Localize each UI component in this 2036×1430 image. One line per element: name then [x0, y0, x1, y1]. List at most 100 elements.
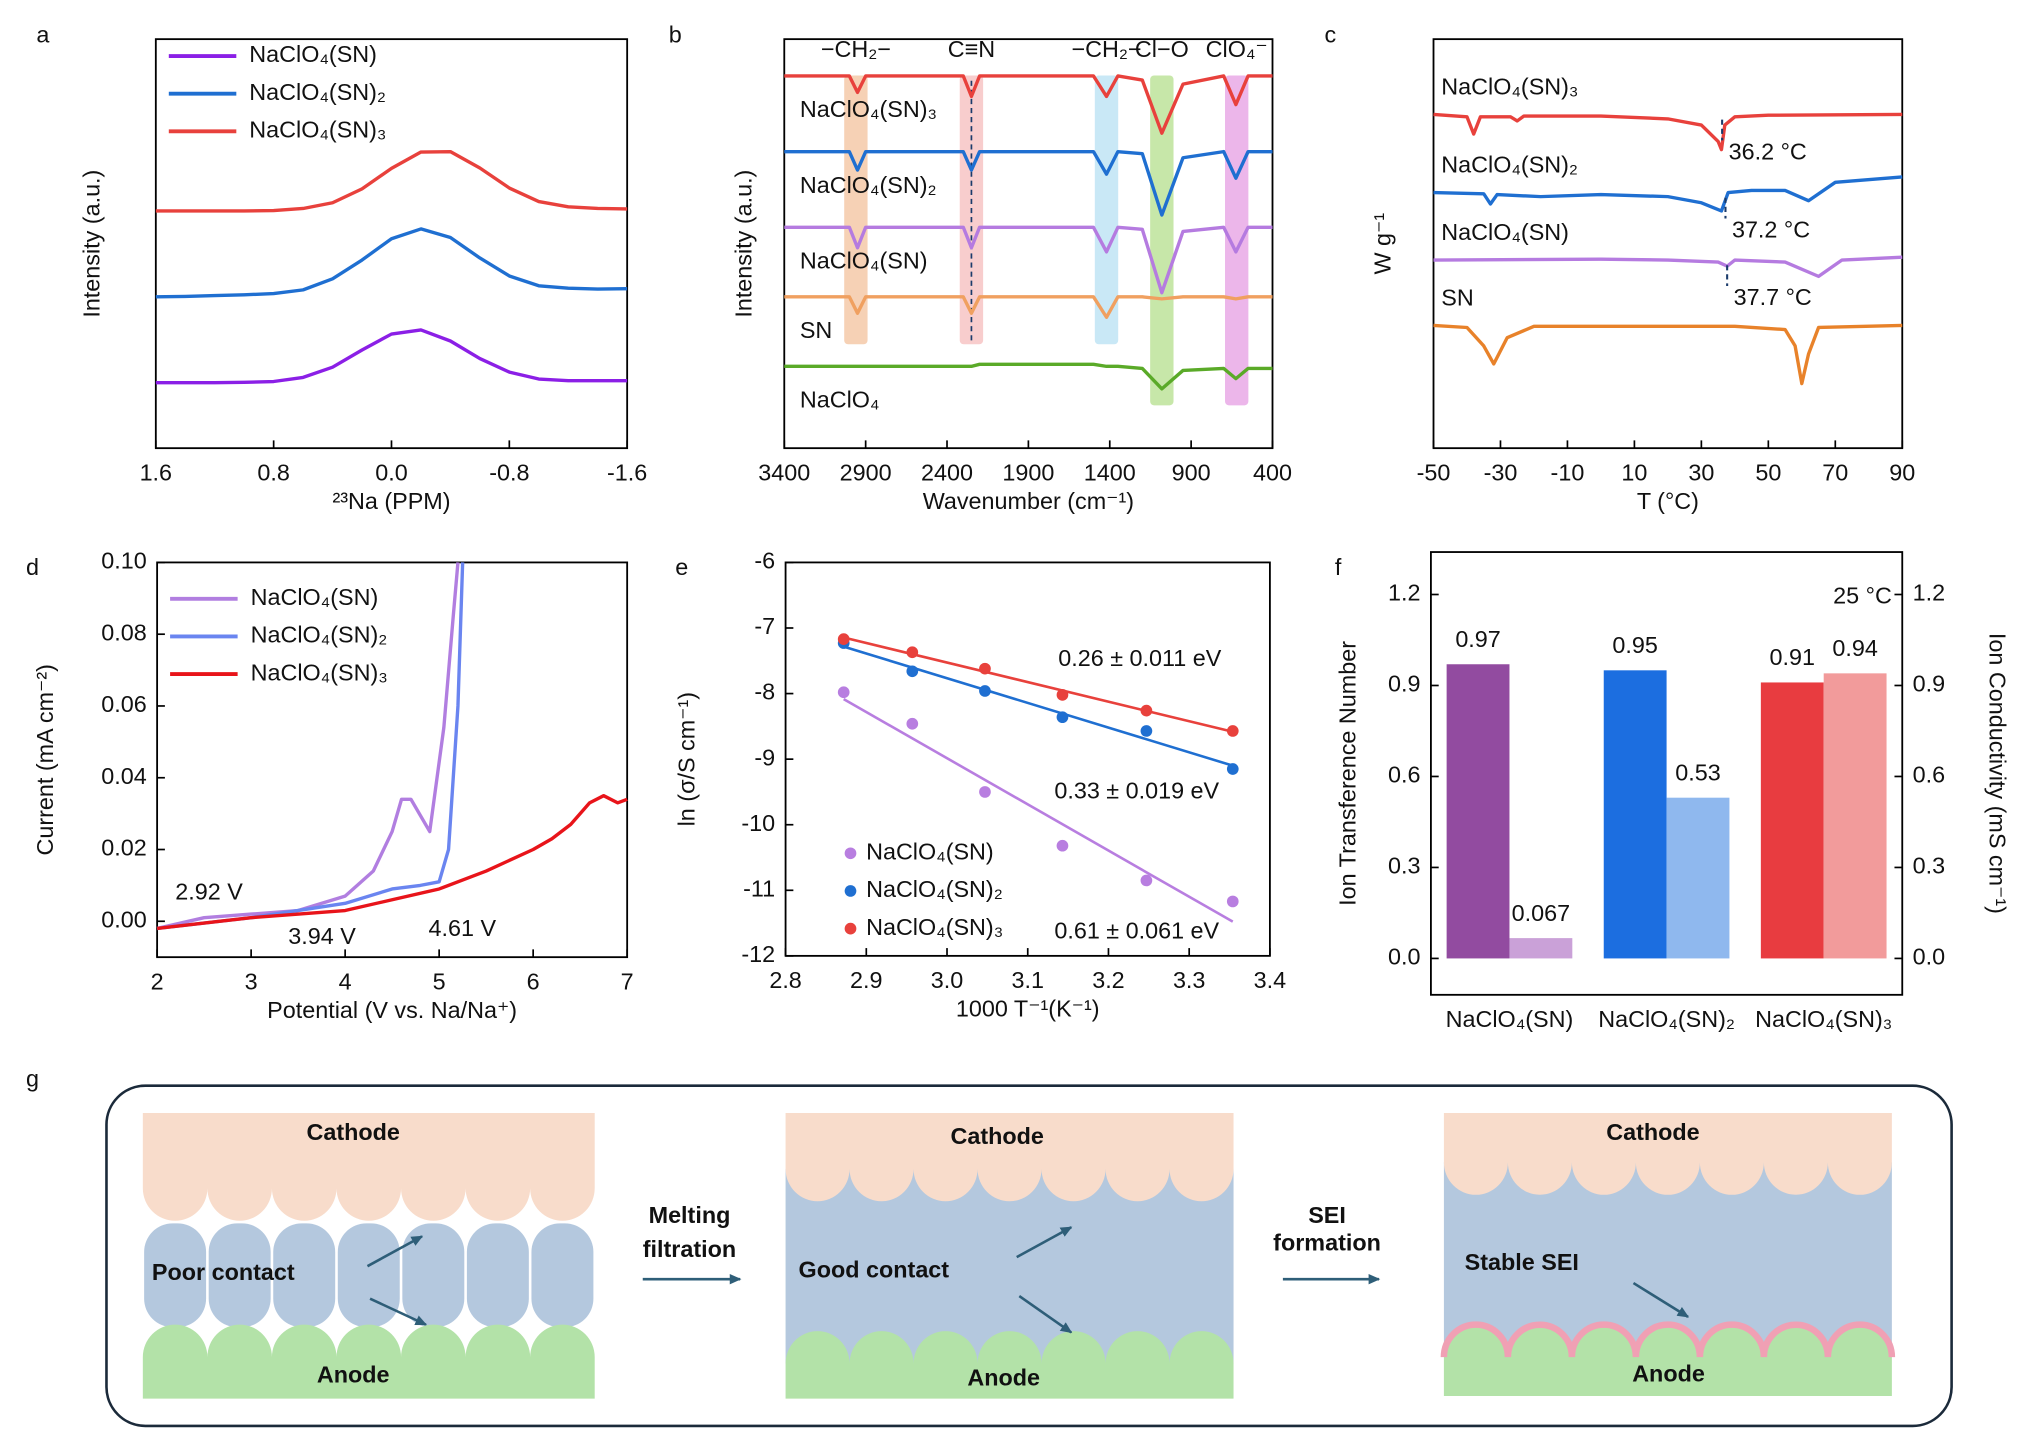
interface-label: Poor contact [152, 1259, 295, 1285]
x-tick-label: 900 [1172, 459, 1211, 485]
x-tick-label: 0.0 [375, 459, 407, 485]
step-label: filtration [643, 1236, 736, 1262]
ion-arrow [1018, 1295, 1073, 1334]
y-tick-label: -10 [741, 810, 775, 836]
fit-label: 0.61 ± 0.061 eV [1054, 918, 1219, 944]
cathode-label: Cathode [306, 1119, 399, 1145]
cathode-label: Cathode [950, 1123, 1043, 1149]
x-tick-label: 2900 [840, 459, 892, 485]
y-tick-label: 0.00 [101, 906, 146, 932]
y-tick-label: -7 [754, 613, 775, 639]
band-label: Cl−O [1135, 36, 1189, 62]
panel-label: g [26, 1066, 39, 1092]
band-label: ClO₄⁻ [1206, 36, 1268, 62]
electrolyte-particle [531, 1223, 594, 1328]
value-label: 0.97 [1455, 626, 1500, 652]
plot-frame [1432, 38, 1904, 450]
x-axis-label: Potential (V vs. Na/Na⁺) [267, 997, 517, 1023]
sei-layer [1440, 1321, 1896, 1358]
x-tick-label: 1.6 [140, 459, 172, 485]
series-line [155, 328, 628, 385]
y2-tick-label: 0.3 [1913, 853, 1945, 879]
fit-line [843, 697, 1234, 923]
x-tick-label: 4 [339, 968, 352, 994]
annotation: 37.7 °C [1734, 284, 1812, 310]
fit-label: 0.26 ± 0.011 eV [1058, 645, 1221, 671]
x-tick-label: 3400 [758, 459, 810, 485]
series-line [155, 227, 628, 299]
legend-label: NaClO₄(SN)₃ [251, 659, 388, 685]
cathode [142, 1112, 595, 1221]
x-tick-label: 2.9 [850, 967, 882, 993]
anode-label: Anode [967, 1364, 1040, 1390]
y-tick-label: -6 [754, 548, 775, 574]
series-label: SN [1441, 285, 1473, 311]
x-tick-label: 10 [1621, 459, 1647, 485]
y-axis-label: W g⁻¹ [1369, 213, 1395, 275]
y-axis-label: Intensity (a.u.) [730, 170, 756, 318]
point [1226, 763, 1239, 775]
legend-label: NaClO₄(SN)₂ [866, 876, 1003, 902]
anode [142, 1324, 595, 1399]
x-tick-label: -50 [1417, 459, 1451, 485]
annotation: 36.2 °C [1729, 139, 1807, 165]
panel-label: b [669, 22, 682, 48]
value-label: 0.067 [1512, 900, 1570, 926]
legend-label: NaClO₄(SN) [866, 838, 994, 864]
ion-arrow [1016, 1226, 1073, 1259]
y-tick-label: 0.06 [101, 691, 146, 717]
electrolyte-particle [337, 1223, 400, 1328]
point [979, 662, 991, 675]
y-tick-label: -12 [741, 941, 775, 967]
legend-label: NaClO₄(SN)₃ [249, 117, 386, 143]
y-tick-label: -9 [754, 744, 775, 770]
electrolyte [785, 1168, 1234, 1364]
x-tick-label: 50 [1755, 459, 1781, 485]
series-line [1433, 323, 1903, 386]
y2-tick-label: 0.0 [1913, 944, 1945, 970]
x-axis-label: T (°C) [1637, 488, 1699, 514]
cathode-label: Cathode [1606, 1119, 1699, 1145]
y2-tick-label: 0.6 [1913, 762, 1945, 788]
point [837, 686, 850, 699]
series-label: NaClO₄(SN) [1441, 219, 1569, 245]
y2-tick-label: 0.9 [1913, 671, 1945, 697]
value-label: 0.53 [1675, 759, 1720, 785]
plot-frame [1430, 551, 1904, 996]
y-tick-label: -11 [743, 875, 775, 901]
y-tick-label: 0.0 [1388, 944, 1420, 970]
y-axis-label: Intensity (a.u.) [79, 170, 105, 318]
plot-frame [156, 561, 629, 959]
bar [1760, 682, 1824, 959]
x-tick-label: 3.0 [931, 967, 963, 993]
x-tick-label: NaClO₄(SN)₂ [1598, 1006, 1735, 1032]
ion-arrow [369, 1297, 428, 1326]
diagram-frame [105, 1084, 1953, 1428]
x-tick-label: 70 [1822, 459, 1848, 485]
anode [1443, 1324, 1892, 1397]
point [906, 646, 919, 659]
bar [1823, 673, 1887, 959]
series-line [784, 74, 1273, 135]
series-label: NaClO₄(SN)₂ [1441, 152, 1578, 178]
series-line [156, 562, 465, 931]
ion-arrow [366, 1235, 424, 1268]
point [1140, 874, 1153, 887]
legend-marker [844, 922, 857, 935]
x-tick-label: 1400 [1084, 459, 1136, 485]
cathode [785, 1112, 1234, 1202]
series-label: NaClO₄(SN) [800, 248, 928, 274]
x-tick-label: -1.6 [607, 459, 647, 485]
band [844, 75, 868, 345]
annotation: 3.94 V [288, 923, 356, 949]
series-label: SN [800, 317, 832, 343]
x-tick-label: 3.3 [1173, 967, 1205, 993]
bar [1666, 797, 1730, 959]
x-tick-label: 2.8 [769, 967, 801, 993]
x-tick-label: 3 [245, 968, 258, 994]
x-tick-label: 90 [1889, 459, 1915, 485]
point [1056, 839, 1069, 852]
y-tick-label: 0.3 [1388, 853, 1420, 879]
y-axis-label: Current (mA cm⁻²) [32, 664, 58, 855]
